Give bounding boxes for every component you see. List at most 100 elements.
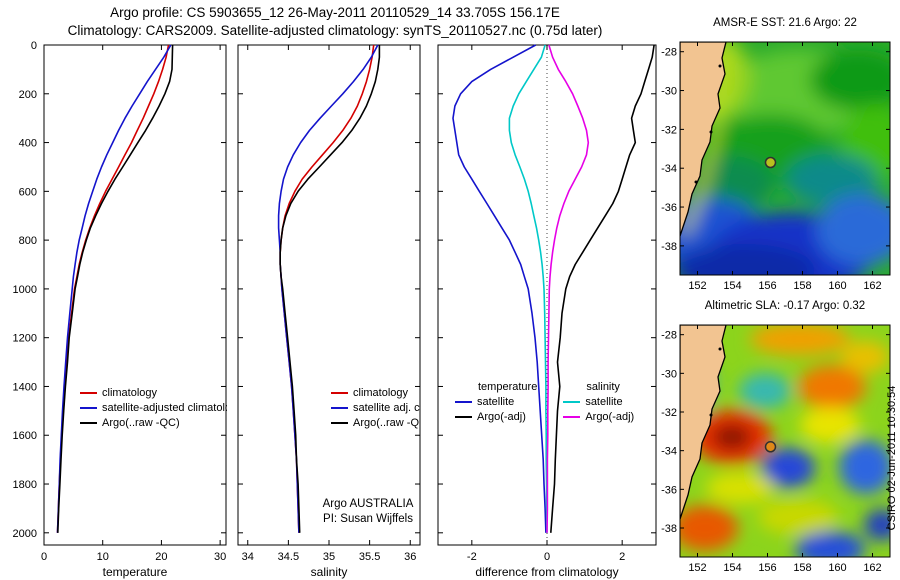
legend-swatch	[331, 407, 348, 410]
coast-dot	[694, 180, 698, 184]
legend-item: satellite adj. clim.	[331, 401, 420, 416]
difference-legend: temperature satellite Argo(-adj) salinity s…	[455, 380, 634, 425]
legend-label: climatology	[353, 387, 409, 399]
series-temperature-satellite	[452, 44, 547, 533]
x-tick-label: 20	[155, 551, 167, 563]
series-temperature-argo-adj	[550, 44, 655, 533]
series-salinity-satellite	[508, 44, 548, 533]
legend-swatch	[80, 407, 97, 410]
legend-swatch	[563, 401, 581, 404]
x-tick-label: 0	[41, 551, 47, 563]
legend-item: Argo(..raw -QC)	[80, 416, 227, 431]
coast-dot	[718, 64, 722, 68]
legend-label: satellite adj. clim.	[353, 402, 420, 414]
difference-legend-temperature-column: temperature satellite Argo(-adj)	[455, 380, 537, 425]
legend-item: climatology	[331, 386, 420, 401]
salinity-xlabel: salinity	[311, 565, 348, 579]
land-polygon	[680, 325, 727, 520]
series-satellite-adjusted-climatology	[56, 44, 172, 533]
x-tick-label: 160	[828, 280, 846, 292]
y-tick-label: 400	[19, 138, 37, 150]
legend-swatch	[331, 422, 348, 425]
x-tick-label: 0	[544, 551, 550, 563]
legend-item: Argo(..raw -QC)	[331, 416, 420, 431]
argo-position-marker	[764, 441, 777, 453]
y-tick-label: -38	[661, 241, 677, 253]
y-tick-label: -28	[661, 330, 677, 342]
x-tick-label: 156	[758, 280, 776, 292]
difference-xlabel: difference from climatology	[475, 565, 618, 579]
legend-label: satellite	[477, 396, 515, 408]
argo-australia-note: Argo AUSTRALIA PI: Susan Wijffels	[310, 497, 426, 527]
y-tick-label: 200	[19, 89, 37, 101]
sst-map-panel: AMSR-E SST: 21.6 Argo: 22	[661, 17, 891, 292]
difference-panel: difference from climatology -2 0 2	[437, 44, 657, 579]
pi-label: PI: Susan Wijffels	[323, 513, 413, 525]
salinity-legend: climatology satellite adj. clim. Argo(..ra…	[331, 386, 420, 431]
y-tick-label: -28	[661, 47, 677, 59]
legend-label: Argo(..raw -QC)	[353, 417, 420, 429]
x-tick-label: 35	[323, 551, 335, 563]
figure-subtitle: Climatology: CARS2009. Satellite-adjuste…	[67, 23, 603, 38]
coast-dot	[718, 347, 722, 351]
sla-map-panel: Altimetric SLA: -0.17 Argo: 0.32	[661, 300, 891, 574]
y-tick-label: -34	[661, 163, 677, 175]
temperature-legend: climatology satellite-adjusted climatolog…	[80, 386, 227, 431]
temperature-xlabel: temperature	[103, 565, 168, 579]
coast-dot	[709, 130, 713, 134]
legend-swatch	[80, 392, 97, 395]
coast-dot	[709, 413, 713, 417]
legend-swatch	[331, 392, 348, 395]
map-frame	[679, 41, 891, 276]
legend-item: satellite	[563, 395, 634, 410]
y-tick-label: -38	[661, 523, 677, 535]
y-tick-label: -36	[661, 484, 677, 496]
legend-label: Argo(..raw -QC)	[102, 417, 180, 429]
x-tick-label: 152	[688, 280, 706, 292]
axes-frame	[43, 44, 227, 546]
difference-legend-salinity-column: salinity satellite Argo(-adj)	[563, 380, 634, 425]
salinity-panel: salinity 34 34.5 35 35.5 36	[237, 44, 421, 579]
sla-map-title: Altimetric SLA: -0.17 Argo: 0.32	[705, 300, 865, 312]
legend-item: satellite	[455, 395, 537, 410]
y-tick-label: -36	[661, 202, 677, 214]
y-tick-label: 0	[31, 40, 37, 52]
y-tick-label: -30	[661, 368, 677, 380]
axes-frame	[237, 44, 421, 546]
sla-map-image	[680, 325, 890, 557]
y-tick-label: 2000	[13, 528, 37, 540]
legend-swatch	[563, 416, 581, 419]
temperature-panel: temperature 0 10 20 30 0 200 400 600 800 1000 1200…	[13, 40, 227, 579]
figure-title: Argo profile: CS 5903655_12 26-May-2011 …	[110, 5, 560, 20]
legend-label: Argo(-adj)	[585, 411, 635, 423]
series-satellite-adjusted-climatology	[277, 44, 379, 533]
legend-label: satellite-adjusted climatology	[102, 402, 227, 414]
x-tick-label: 35.5	[359, 551, 380, 563]
legend-swatch	[455, 416, 472, 419]
argo-position-marker	[764, 156, 777, 169]
csiro-credit: CSIRO 02-Jun-2011 10:30:54	[886, 385, 898, 531]
y-tick-label: 1200	[13, 333, 37, 345]
x-tick-label: 34.5	[278, 551, 299, 563]
x-tick-label: 152	[688, 562, 706, 574]
x-tick-label: 162	[863, 280, 881, 292]
y-tick-label: -34	[661, 446, 677, 458]
x-tick-label: 154	[723, 562, 741, 574]
x-tick-label: 10	[97, 551, 109, 563]
legend-label: climatology	[102, 387, 158, 399]
x-tick-label: 162	[863, 562, 881, 574]
legend-group-header: temperature	[478, 381, 538, 393]
legend-swatch	[80, 422, 97, 425]
series-salinity-argo-adj	[546, 44, 590, 533]
legend-label: Argo(-adj)	[477, 411, 526, 423]
x-tick-label: 30	[214, 551, 226, 563]
y-tick-label: -32	[661, 124, 677, 136]
y-tick-label: -30	[661, 86, 677, 98]
y-tick-label: 1800	[13, 479, 37, 491]
x-tick-label: 36	[404, 551, 416, 563]
y-tick-label: 800	[19, 235, 37, 247]
x-tick-label: 160	[828, 562, 846, 574]
y-tick-label: -32	[661, 407, 677, 419]
x-tick-label: 2	[619, 551, 625, 563]
x-tick-label: 158	[793, 562, 811, 574]
